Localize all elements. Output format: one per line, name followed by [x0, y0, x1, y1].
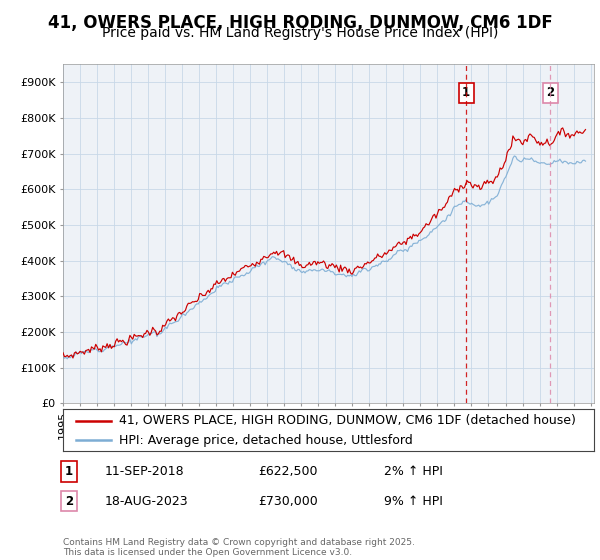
- Text: £622,500: £622,500: [258, 465, 317, 478]
- Text: £730,000: £730,000: [258, 494, 318, 508]
- Text: HPI: Average price, detached house, Uttlesford: HPI: Average price, detached house, Uttl…: [119, 434, 413, 447]
- Text: 41, OWERS PLACE, HIGH RODING, DUNMOW, CM6 1DF: 41, OWERS PLACE, HIGH RODING, DUNMOW, CM…: [47, 14, 553, 32]
- Text: 41, OWERS PLACE, HIGH RODING, DUNMOW, CM6 1DF (detached house): 41, OWERS PLACE, HIGH RODING, DUNMOW, CM…: [119, 414, 575, 427]
- Text: Price paid vs. HM Land Registry's House Price Index (HPI): Price paid vs. HM Land Registry's House …: [102, 26, 498, 40]
- Text: Contains HM Land Registry data © Crown copyright and database right 2025.
This d: Contains HM Land Registry data © Crown c…: [63, 538, 415, 557]
- Text: 2: 2: [546, 86, 554, 100]
- Text: 1: 1: [65, 465, 73, 478]
- Text: 9% ↑ HPI: 9% ↑ HPI: [384, 494, 443, 508]
- Text: 2: 2: [65, 494, 73, 508]
- Text: 1: 1: [462, 86, 470, 100]
- Text: 18-AUG-2023: 18-AUG-2023: [105, 494, 188, 508]
- Text: 2% ↑ HPI: 2% ↑ HPI: [384, 465, 443, 478]
- Text: 11-SEP-2018: 11-SEP-2018: [105, 465, 185, 478]
